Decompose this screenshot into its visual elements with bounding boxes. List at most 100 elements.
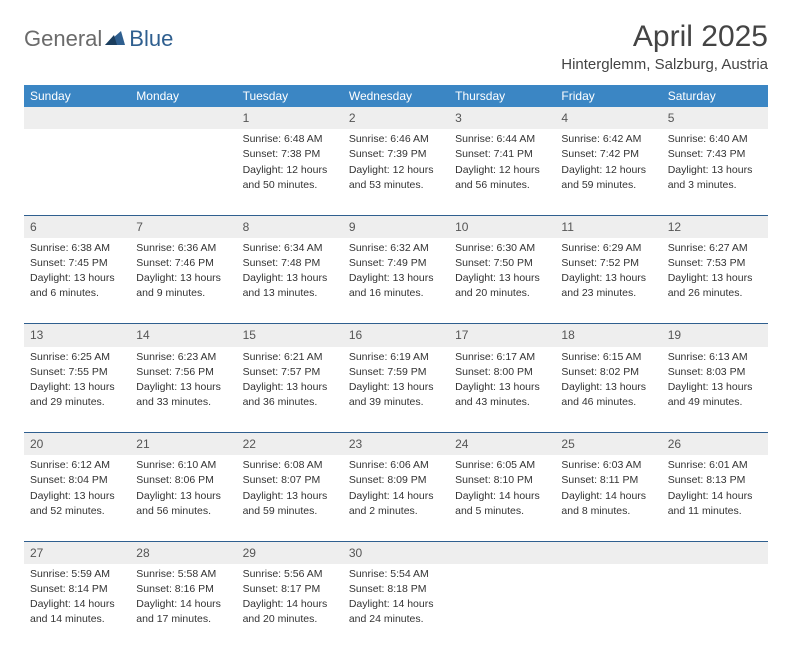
daylight-text: Daylight: 14 hours <box>668 489 762 503</box>
brand-logo: General Blue <box>24 20 173 52</box>
day-number-cell: 7 <box>130 215 236 238</box>
day-cell: Sunrise: 6:21 AMSunset: 7:57 PMDaylight:… <box>237 347 343 433</box>
sunset-text: Sunset: 7:46 PM <box>136 256 230 270</box>
sunrise-text: Sunrise: 6:01 AM <box>668 458 762 472</box>
daylight-text: Daylight: 13 hours <box>668 380 762 394</box>
sunrise-text: Sunrise: 5:59 AM <box>30 567 124 581</box>
sunrise-text: Sunrise: 6:44 AM <box>455 132 549 146</box>
day-content-row: Sunrise: 6:25 AMSunset: 7:55 PM Daylight:… <box>24 347 768 433</box>
brand-triangle-icon <box>105 29 125 50</box>
daylight-text: Daylight: 13 hours <box>455 380 549 394</box>
sunset-text: Sunset: 7:43 PM <box>668 147 762 161</box>
location-text: Hinterglemm, Salzburg, Austria <box>561 56 768 73</box>
sunrise-text: Sunrise: 6:27 AM <box>668 241 762 255</box>
daylight-text: Daylight: 13 hours <box>30 489 124 503</box>
day-number-cell: 13 <box>24 324 130 347</box>
daylight-text: and 20 minutes. <box>243 612 337 626</box>
sunrise-text: Sunrise: 6:30 AM <box>455 241 549 255</box>
sunset-text: Sunset: 8:16 PM <box>136 582 230 596</box>
sunset-text: Sunset: 8:13 PM <box>668 473 762 487</box>
day-cell: Sunrise: 5:59 AMSunset: 8:14 PMDaylight:… <box>24 564 130 650</box>
daylight-text: Daylight: 12 hours <box>561 163 655 177</box>
daylight-text: Daylight: 13 hours <box>30 271 124 285</box>
day-cell: Sunrise: 6:10 AMSunset: 8:06 PMDaylight:… <box>130 455 236 541</box>
sunset-text: Sunset: 7:48 PM <box>243 256 337 270</box>
daylight-text: and 36 minutes. <box>243 395 337 409</box>
day-number-cell: 21 <box>130 433 236 456</box>
weekday-header: Tuesday <box>237 85 343 107</box>
day-number-cell: 27 <box>24 541 130 564</box>
sunrise-text: Sunrise: 6:25 AM <box>30 350 124 364</box>
sunset-text: Sunset: 7:52 PM <box>561 256 655 270</box>
day-cell <box>449 564 555 650</box>
daylight-text: and 46 minutes. <box>561 395 655 409</box>
day-number-cell <box>24 107 130 129</box>
day-number-cell: 20 <box>24 433 130 456</box>
day-number-row: 20212223242526 <box>24 433 768 456</box>
sunrise-text: Sunrise: 6:10 AM <box>136 458 230 472</box>
sunrise-text: Sunrise: 6:42 AM <box>561 132 655 146</box>
sunrise-text: Sunrise: 6:40 AM <box>668 132 762 146</box>
daylight-text: and 5 minutes. <box>455 504 549 518</box>
day-number-cell: 10 <box>449 215 555 238</box>
day-cell: Sunrise: 5:56 AMSunset: 8:17 PMDaylight:… <box>237 564 343 650</box>
day-number-cell: 9 <box>343 215 449 238</box>
sunrise-text: Sunrise: 6:05 AM <box>455 458 549 472</box>
day-cell: Sunrise: 5:58 AMSunset: 8:16 PMDaylight:… <box>130 564 236 650</box>
daylight-text: Daylight: 13 hours <box>668 163 762 177</box>
day-number-cell: 1 <box>237 107 343 129</box>
day-cell: Sunrise: 6:40 AMSunset: 7:43 PM Daylight:… <box>662 129 768 215</box>
sunrise-text: Sunrise: 5:58 AM <box>136 567 230 581</box>
sunrise-text: Sunrise: 6:17 AM <box>455 350 549 364</box>
day-number-row: 6789101112 <box>24 215 768 238</box>
daylight-text: and 9 minutes. <box>136 286 230 300</box>
day-cell: Sunrise: 6:42 AMSunset: 7:42 PM Daylight:… <box>555 129 661 215</box>
sunrise-text: Sunrise: 6:36 AM <box>136 241 230 255</box>
daylight-text: Daylight: 13 hours <box>243 380 337 394</box>
sunrise-text: Sunrise: 6:12 AM <box>30 458 124 472</box>
daylight-text: Daylight: 13 hours <box>349 271 443 285</box>
day-cell: Sunrise: 5:54 AMSunset: 8:18 PMDaylight:… <box>343 564 449 650</box>
day-number-cell: 19 <box>662 324 768 347</box>
day-cell: Sunrise: 6:34 AMSunset: 7:48 PMDaylight:… <box>237 238 343 324</box>
sunrise-text: Sunrise: 6:13 AM <box>668 350 762 364</box>
day-cell <box>662 564 768 650</box>
sunset-text: Sunset: 7:39 PM <box>349 147 443 161</box>
daylight-text: Daylight: 14 hours <box>243 597 337 611</box>
day-number-cell: 28 <box>130 541 236 564</box>
daylight-text: Daylight: 13 hours <box>243 489 337 503</box>
day-number-cell: 14 <box>130 324 236 347</box>
weekday-header: Friday <box>555 85 661 107</box>
day-number-cell: 4 <box>555 107 661 129</box>
sunset-text: Sunset: 7:56 PM <box>136 365 230 379</box>
day-number-cell: 24 <box>449 433 555 456</box>
daylight-text: and 59 minutes. <box>561 178 655 192</box>
day-number-cell: 6 <box>24 215 130 238</box>
day-cell: Sunrise: 6:48 AMSunset: 7:38 PMDaylight:… <box>237 129 343 215</box>
day-content-row: Sunrise: 6:12 AMSunset: 8:04 PMDaylight:… <box>24 455 768 541</box>
daylight-text: Daylight: 12 hours <box>349 163 443 177</box>
day-cell: Sunrise: 6:36 AMSunset: 7:46 PMDaylight:… <box>130 238 236 324</box>
sunset-text: Sunset: 8:18 PM <box>349 582 443 596</box>
day-cell: Sunrise: 6:17 AMSunset: 8:00 PMDaylight:… <box>449 347 555 433</box>
sunset-text: Sunset: 7:42 PM <box>561 147 655 161</box>
day-number-cell: 17 <box>449 324 555 347</box>
sunset-text: Sunset: 7:55 PM <box>30 365 124 379</box>
daylight-text: and 33 minutes. <box>136 395 230 409</box>
daylight-text: Daylight: 14 hours <box>349 489 443 503</box>
day-number-cell: 5 <box>662 107 768 129</box>
sunrise-text: Sunrise: 6:15 AM <box>561 350 655 364</box>
day-cell: Sunrise: 6:27 AMSunset: 7:53 PMDaylight:… <box>662 238 768 324</box>
day-cell: Sunrise: 6:08 AMSunset: 8:07 PMDaylight:… <box>237 455 343 541</box>
daylight-text: and 53 minutes. <box>349 178 443 192</box>
sunset-text: Sunset: 7:50 PM <box>455 256 549 270</box>
sunrise-text: Sunrise: 6:19 AM <box>349 350 443 364</box>
daylight-text: Daylight: 14 hours <box>136 597 230 611</box>
sunset-text: Sunset: 8:10 PM <box>455 473 549 487</box>
weekday-header: Monday <box>130 85 236 107</box>
title-block: April 2025 Hinterglemm, Salzburg, Austri… <box>561 20 768 73</box>
daylight-text: Daylight: 13 hours <box>561 380 655 394</box>
day-number-cell: 12 <box>662 215 768 238</box>
daylight-text: Daylight: 13 hours <box>455 271 549 285</box>
sunset-text: Sunset: 7:53 PM <box>668 256 762 270</box>
